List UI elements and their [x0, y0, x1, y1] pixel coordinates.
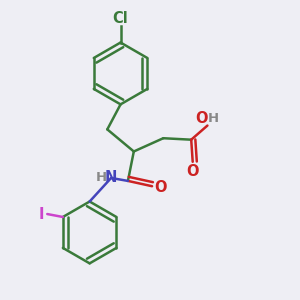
Text: O: O — [154, 180, 167, 195]
Text: N: N — [105, 170, 117, 185]
Text: O: O — [195, 111, 207, 126]
Text: O: O — [186, 164, 199, 179]
Text: I: I — [38, 206, 44, 221]
Text: H: H — [96, 171, 107, 184]
Text: Cl: Cl — [113, 11, 128, 26]
Text: H: H — [208, 112, 219, 125]
